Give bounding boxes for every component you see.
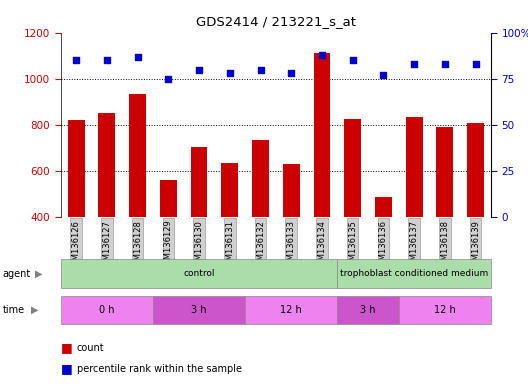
Text: 0 h: 0 h [99,305,115,315]
Bar [344,119,361,217]
Text: GDS2414 / 213221_s_at: GDS2414 / 213221_s_at [196,15,356,28]
Bar [61,259,337,288]
Text: count: count [77,343,104,353]
Bar [406,117,422,217]
Bar [221,163,238,217]
Point [102,57,111,63]
Bar [245,296,337,324]
Point [441,61,449,67]
Text: 3 h: 3 h [360,305,376,315]
Text: 12 h: 12 h [280,305,302,315]
Point [225,70,234,76]
Text: 12 h: 12 h [434,305,456,315]
Text: ■: ■ [61,362,72,375]
Bar [399,296,491,324]
Text: percentile rank within the sample: percentile rank within the sample [77,364,242,374]
Text: control: control [183,269,215,278]
Text: ■: ■ [61,341,72,354]
Bar [337,296,399,324]
Text: ▶: ▶ [31,305,38,315]
Point [410,61,418,67]
Bar [375,197,392,217]
Bar [129,94,146,217]
Text: 3 h: 3 h [191,305,207,315]
Point [318,52,326,58]
Text: time: time [3,305,25,315]
Bar [191,147,208,217]
Point [72,57,80,63]
Point [134,53,142,60]
Bar [153,296,245,324]
Bar [252,140,269,217]
Point [287,70,296,76]
Point [256,66,265,73]
Text: agent: agent [3,268,31,279]
Point [164,76,173,82]
Point [472,61,480,67]
Text: trophoblast conditioned medium: trophoblast conditioned medium [340,269,488,278]
Bar [61,296,153,324]
Bar [160,180,177,217]
Point [379,72,388,78]
Point [195,66,203,73]
Bar [68,120,84,217]
Point [348,57,357,63]
Text: ▶: ▶ [35,268,43,279]
Bar [283,164,300,217]
Bar [467,123,484,217]
Bar [98,113,115,217]
Bar [337,259,491,288]
Bar [437,127,454,217]
Bar [314,53,331,217]
